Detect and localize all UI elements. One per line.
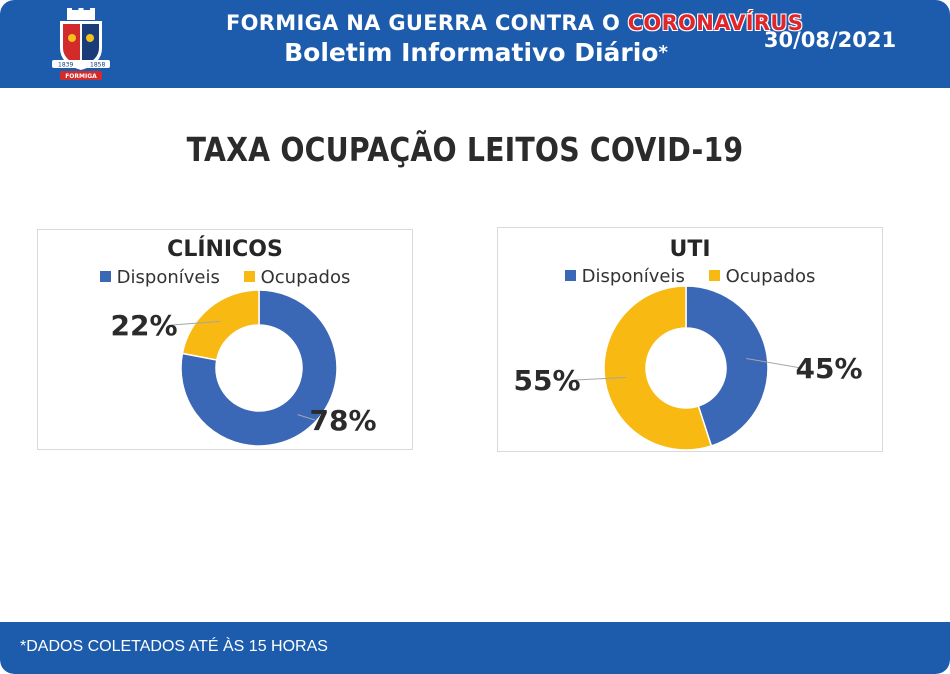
bulletin-asterisk: *	[658, 42, 668, 63]
data-label-disponiveis: 78%	[309, 404, 376, 437]
bulletin-title: Boletim Informativo Diário	[284, 38, 659, 67]
chart-title: CLÍNICOS	[167, 237, 283, 262]
logo-year-left: 1839	[58, 62, 73, 69]
data-label-disponiveis: 45%	[795, 352, 862, 385]
leader-line	[574, 377, 626, 381]
coronavirus-word: CORONAVÍRUS	[627, 11, 804, 35]
legend-label: Disponíveis	[581, 266, 685, 287]
legend-item-disponiveis: Disponíveis	[564, 266, 685, 287]
legend-swatch-disponiveis	[564, 270, 576, 281]
page-title: TAXA OCUPAÇÃO LEITOS COVID-19	[186, 130, 744, 169]
bulletin-date: 30/08/2021	[763, 28, 897, 52]
legend-label: Ocupados	[260, 267, 351, 288]
data-label-ocupados: 55%	[513, 364, 580, 397]
chart-panel-clinicos: CLÍNICOS Disponíveis Ocupados 78% 22%	[37, 229, 413, 450]
legend-swatch-ocupados	[708, 270, 720, 281]
donut-slice-disponiveis	[685, 285, 769, 447]
leader-line	[171, 320, 221, 326]
bulletin-line: Boletim Informativo Diário*	[226, 36, 726, 70]
data-label-ocupados: 22%	[110, 309, 177, 342]
footer-bar: *DADOS COLETADOS ATÉ ÀS 15 HORAS	[0, 622, 950, 674]
chart-title: UTI	[669, 237, 711, 262]
campaign-prefix: FORMIGA NA GUERRA CONTRA O	[226, 11, 628, 35]
leader-line	[746, 357, 802, 369]
donut-slice-ocupados	[603, 285, 713, 451]
donut-chart-uti: 45% 55%	[513, 285, 863, 451]
header-bar: 1839 1858 FORMIGA FORMIGA NA GUERRA CONT…	[0, 0, 950, 88]
leader-line	[297, 414, 316, 421]
chart-legend: Disponíveis Ocupados	[498, 266, 882, 287]
logo-year-right: 1858	[90, 62, 105, 69]
legend-label: Ocupados	[725, 266, 816, 287]
legend-label: Disponíveis	[116, 267, 220, 288]
legend-swatch-disponiveis	[99, 271, 111, 282]
legend-item-ocupados: Ocupados	[708, 266, 816, 287]
coat-of-arms-icon: 1839 1858 FORMIGA	[52, 8, 110, 80]
donut-chart-clinicos: 78% 22%	[110, 289, 377, 447]
donut-slice-disponiveis	[180, 289, 338, 447]
legend-swatch-ocupados	[243, 271, 255, 282]
header-title: FORMIGA NA GUERRA CONTRA O CORONAVÍRUS B…	[226, 10, 803, 76]
campaign-line: FORMIGA NA GUERRA CONTRA O CORONAVÍRUS	[226, 10, 803, 36]
chart-legend: Disponíveis Ocupados	[38, 267, 412, 288]
donut-slice-ocupados	[181, 289, 260, 361]
legend-item-disponiveis: Disponíveis	[99, 267, 220, 288]
legend-item-ocupados: Ocupados	[243, 267, 351, 288]
footer-note: *DADOS COLETADOS ATÉ ÀS 15 HORAS	[20, 638, 328, 655]
logo-text: FORMIGA	[65, 73, 97, 80]
chart-panel-uti: UTI Disponíveis Ocupados 45% 55%	[497, 227, 883, 452]
